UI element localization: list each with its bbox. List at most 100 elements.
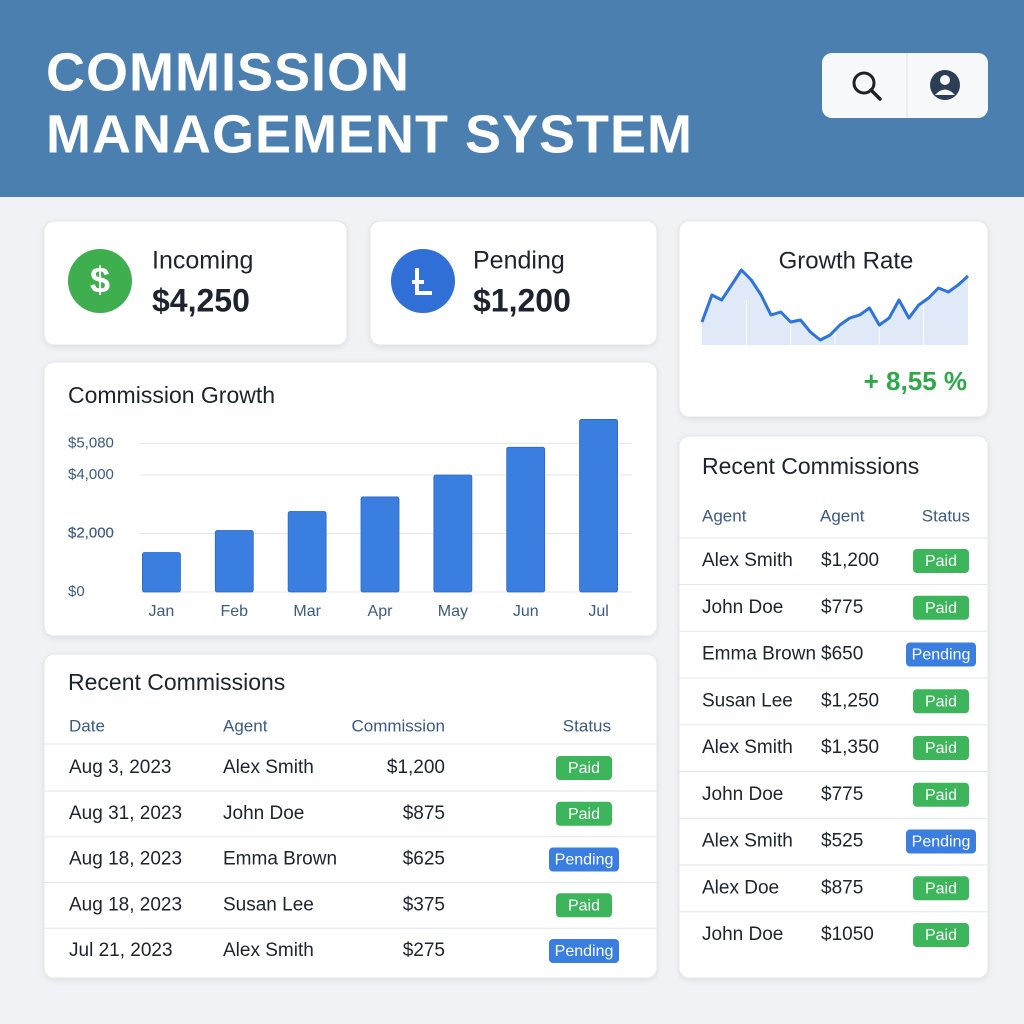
growth-title: Growth Rate [779, 247, 914, 274]
y-tick-label: $2,000 [68, 524, 114, 541]
amount-cell: $525 [821, 831, 863, 852]
search-icon [852, 71, 876, 95]
amount-cell: $1050 [821, 924, 874, 945]
status-text: Pending [555, 943, 614, 960]
stat-label: Pending [473, 247, 565, 275]
incoming-icon-glyph: $ [90, 260, 110, 301]
y-tick-label: $4,000 [68, 466, 114, 483]
status-text: Paid [925, 600, 957, 617]
x-tick-label: Jun [513, 603, 539, 620]
status-text: Pending [912, 834, 971, 851]
agent-cell: Emma Brown [702, 644, 816, 665]
date-cell: Jul 21, 2023 [69, 940, 173, 961]
agent-cell: Susan Lee [223, 894, 314, 915]
search-button[interactable] [852, 71, 882, 101]
growth-line [700, 268, 970, 342]
table-card [43, 653, 658, 979]
status-text: Pending [555, 852, 614, 869]
bar [360, 496, 400, 593]
amount-cell: $1,200 [821, 550, 879, 571]
status-badge [913, 876, 969, 901]
agent-cell: Emma Brown [223, 849, 337, 870]
status-badge [913, 736, 969, 760]
amount-cell: $775 [821, 597, 863, 618]
status-badge [556, 756, 612, 780]
toolbar [822, 53, 988, 118]
status-badge [556, 893, 612, 918]
bar [142, 552, 181, 593]
column-header: Date [69, 716, 105, 735]
agent-cell: Alex Smith [223, 757, 314, 778]
search-icon [869, 88, 882, 101]
date-cell: Aug 31, 2023 [69, 803, 182, 824]
x-tick-label: Apr [368, 603, 394, 620]
column-header: Agent [702, 506, 747, 525]
x-tick-label: Jan [149, 603, 175, 620]
amount-cell: $875 [821, 877, 863, 898]
agent-cell: John Doe [223, 803, 304, 824]
agent-cell: Alex Smith [702, 831, 793, 852]
amount-cell: $275 [403, 940, 445, 961]
pending-icon-glyph [412, 268, 432, 295]
status-badge [913, 689, 969, 714]
status-text: Paid [925, 787, 957, 804]
profile-icon [940, 75, 950, 85]
agent-cell: John Doe [702, 597, 783, 618]
profile-icon [935, 89, 955, 95]
x-tick-label: Feb [220, 603, 248, 620]
agent-cell: Alex Smith [702, 737, 793, 758]
app-title: MANAGEMENT SYSTEM [46, 104, 693, 164]
status-badge [913, 549, 969, 573]
stat-value: $4,250 [152, 282, 250, 318]
amount-cell: $875 [403, 803, 445, 824]
column-header: Status [563, 716, 611, 735]
agent-cell: Alex Smith [223, 940, 314, 961]
table-title: Recent Commissions [702, 453, 919, 479]
status-text: Paid [568, 760, 600, 777]
status-text: Paid [925, 927, 957, 944]
amount-cell: $1,350 [821, 737, 879, 758]
stat-value: $1,200 [473, 282, 571, 318]
table-title: Recent Commissions [68, 669, 285, 695]
status-badge [549, 847, 619, 872]
date-cell: Aug 18, 2023 [69, 894, 182, 915]
status-badge [549, 939, 619, 963]
y-tick-label: $2,000 [68, 524, 114, 541]
column-header: Agent [223, 716, 268, 735]
incoming-icon [68, 249, 132, 313]
profile-button[interactable] [930, 70, 960, 100]
status-badge [913, 782, 969, 807]
column-header: Status [922, 506, 970, 525]
amount-cell: $775 [821, 784, 863, 805]
status-text: Paid [568, 806, 600, 823]
x-tick-label: Jul [588, 603, 608, 620]
stat-card [43, 220, 348, 346]
status-badge [913, 923, 969, 947]
chart-card [43, 361, 658, 637]
stat-card [369, 220, 658, 346]
status-text: Paid [925, 693, 957, 710]
status-text: Pending [912, 647, 971, 664]
chart-title: Commission Growth [68, 382, 275, 408]
growth-card [678, 220, 989, 418]
bar [433, 474, 473, 593]
amount-cell: $375 [403, 894, 445, 915]
status-text: Paid [925, 553, 957, 570]
amount-cell: $1,250 [821, 690, 879, 711]
bar [579, 419, 618, 593]
app-title: COMMISSION [46, 42, 410, 102]
status-text: Paid [925, 740, 957, 757]
growth-change: + 8,55 % [864, 366, 967, 396]
amount-cell: $650 [821, 644, 863, 665]
column-header: Commission [351, 716, 445, 735]
agent-cell: Alex Smith [702, 550, 793, 571]
agent-cell: John Doe [702, 784, 783, 805]
x-tick-label: Mar [293, 603, 321, 620]
amount-cell: $625 [403, 849, 445, 870]
status-badge [906, 642, 976, 667]
date-cell: Aug 3, 2023 [69, 757, 171, 778]
agent-cell: Alex Doe [702, 877, 779, 898]
status-badge [913, 595, 969, 620]
